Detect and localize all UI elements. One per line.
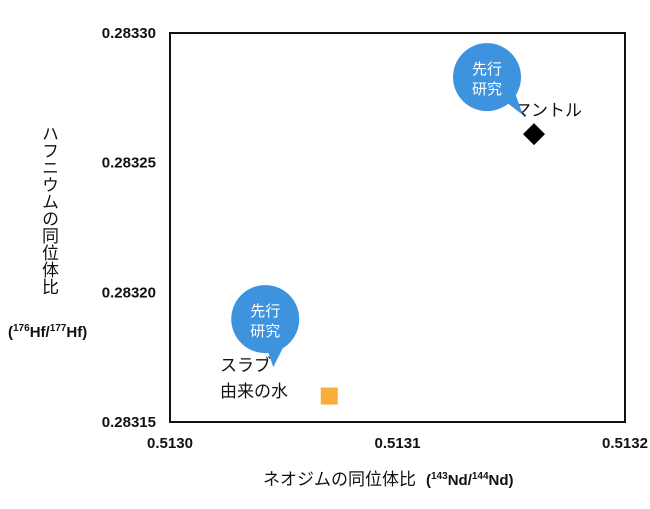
point-label: マントル	[514, 101, 582, 121]
y-tick-label: 0.28330	[102, 25, 156, 42]
data-point-square	[320, 387, 338, 405]
x-axis-title: ネオジムの同位体比	[263, 470, 416, 490]
x-tick-label: 0.5132	[602, 435, 648, 452]
badge-text: 先行	[250, 302, 280, 320]
point-label: 由来の水	[220, 382, 288, 402]
y-tick-label: 0.28320	[102, 284, 156, 301]
x-axis-ratio: (143Nd/144Nd)	[426, 471, 514, 489]
y-axis-title: ハフニウムの同位体比	[38, 125, 59, 295]
y-axis-ratio: (176Hf/177Hf)	[8, 323, 87, 341]
badge-text: 研究	[472, 80, 502, 98]
point-label: スラブ	[220, 355, 271, 376]
x-tick-label: 0.5131	[375, 435, 421, 452]
plot-area	[169, 32, 626, 423]
x-tick-label: 0.5130	[147, 435, 193, 452]
badge-text: 先行	[472, 60, 502, 78]
y-tick-label: 0.28325	[102, 155, 156, 172]
data-point-diamond	[523, 123, 545, 146]
badge-text: 研究	[250, 322, 280, 340]
y-tick-label: 0.28315	[102, 414, 156, 431]
